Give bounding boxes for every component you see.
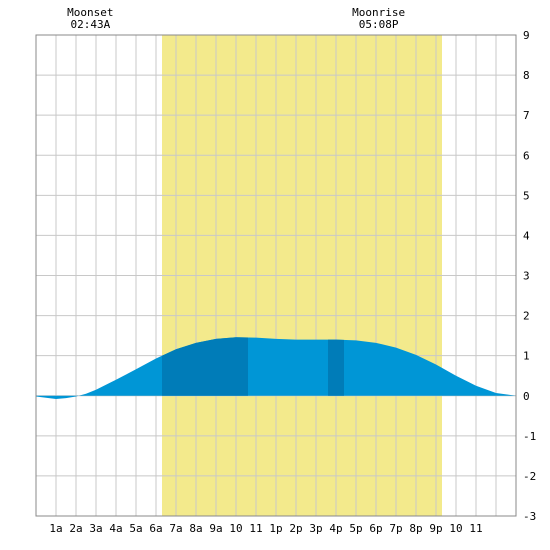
x-tick-label: 10: [449, 522, 462, 535]
plot-frame: [35, 34, 517, 517]
x-tick-label: 6p: [369, 522, 382, 535]
y-tick-label: 2: [523, 310, 530, 323]
x-tick-label: 8p: [409, 522, 422, 535]
x-tick-label: 1a: [49, 522, 62, 535]
moon-event-time: 05:08P: [359, 18, 399, 31]
x-tick-label: 4p: [329, 522, 342, 535]
y-tick-label: 3: [523, 270, 530, 283]
x-tick-label: 5p: [349, 522, 362, 535]
tide-area: [36, 337, 516, 399]
x-tick-label: 4a: [109, 522, 122, 535]
y-tick-label: 5: [523, 189, 530, 202]
y-tick-label: 4: [523, 229, 530, 242]
x-tick-label: 6a: [149, 522, 162, 535]
x-tick-label: 10: [229, 522, 242, 535]
y-tick-label: -1: [523, 430, 536, 443]
x-tick-label: 9a: [209, 522, 222, 535]
y-tick-label: 9: [523, 29, 530, 42]
x-tick-label: 1p: [269, 522, 282, 535]
x-tick-label: 9p: [429, 522, 442, 535]
x-tick-label: 2p: [289, 522, 302, 535]
moon-event-time: 02:43A: [70, 18, 110, 31]
y-tick-label: 0: [523, 390, 530, 403]
x-tick-label: 8a: [189, 522, 202, 535]
y-tick-label: 6: [523, 149, 530, 162]
x-tick-label: 7a: [169, 522, 182, 535]
y-tick-label: -3: [523, 510, 536, 523]
moon-event-label: Moonset: [67, 6, 113, 19]
moon-event-label: Moonrise: [352, 6, 405, 19]
y-tick-label: 1: [523, 350, 530, 363]
x-tick-label: 11: [469, 522, 482, 535]
x-tick-label: 3p: [309, 522, 322, 535]
x-tick-label: 11: [249, 522, 262, 535]
x-tick-label: 3a: [89, 522, 102, 535]
x-tick-label: 2a: [69, 522, 82, 535]
tide-dark-band: [328, 337, 344, 399]
y-tick-label: 7: [523, 109, 530, 122]
x-tick-label: 5a: [129, 522, 142, 535]
y-tick-label: -2: [523, 470, 536, 483]
y-tick-label: 8: [523, 69, 530, 82]
x-tick-label: 7p: [389, 522, 402, 535]
